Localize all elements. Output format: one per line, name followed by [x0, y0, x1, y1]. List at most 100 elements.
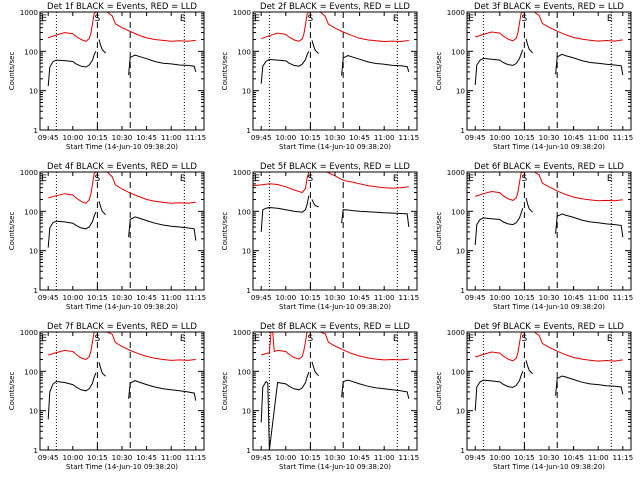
events-series-line — [311, 40, 319, 54]
y-axis-label: Counts/sec — [8, 372, 16, 411]
y-tick-label: 1000 — [20, 168, 39, 177]
x-tick-label: 10:15 — [300, 293, 321, 302]
y-tick-label: 1000 — [447, 328, 466, 337]
y-axis-label: Counts/sec — [8, 52, 16, 91]
x-tick-label: 11:15 — [185, 133, 206, 142]
event-marker: S — [95, 334, 101, 344]
x-tick-label: 10:30 — [325, 133, 346, 142]
y-tick-label: 10 — [242, 87, 252, 96]
x-tick-label: 09:45 — [251, 133, 272, 142]
y-tick-label: 1000 — [20, 328, 39, 337]
event-marker: S — [308, 14, 314, 24]
x-axis-label: Start Time (14-Jun-10 09:38:20) — [66, 143, 178, 151]
lld-series-line — [261, 12, 310, 42]
event-marker: E — [607, 334, 613, 344]
x-tick-label: 11:00 — [161, 133, 182, 142]
x-tick-label: 10:30 — [112, 133, 133, 142]
lld-series-line — [533, 332, 623, 362]
events-series-line — [525, 360, 533, 375]
x-tick-label: 10:15 — [87, 133, 108, 142]
y-tick-label: 1000 — [233, 8, 252, 17]
x-tick-label: 11:15 — [398, 453, 419, 462]
events-series-line — [311, 199, 319, 208]
events-series-line — [98, 39, 106, 54]
x-tick-label: 10:00 — [62, 293, 83, 302]
x-tick-label: 11:00 — [588, 293, 609, 302]
event-marker: E — [607, 174, 613, 184]
y-tick-label: 100 — [24, 207, 38, 216]
events-series-line — [311, 361, 319, 376]
events-series-line — [555, 375, 624, 396]
events-series-line — [341, 379, 410, 399]
events-series-line — [128, 54, 197, 76]
plot-area — [260, 12, 410, 130]
x-tick-label: 10:00 — [489, 453, 510, 462]
y-tick-label: 10 — [29, 407, 39, 416]
y-tick-label: 100 — [451, 207, 465, 216]
x-tick-label: 09:45 — [38, 293, 59, 302]
y-tick-label: 100 — [24, 47, 38, 56]
event-marker: E — [254, 334, 260, 344]
x-tick-label: 10:45 — [136, 133, 157, 142]
plot-area — [47, 12, 197, 130]
lld-series-line — [533, 12, 623, 42]
y-tick-label: 10 — [456, 407, 466, 416]
plot-area — [260, 332, 410, 450]
x-tick-label: 10:45 — [349, 453, 370, 462]
x-tick-label: 11:15 — [185, 293, 206, 302]
events-series-line — [47, 212, 97, 248]
y-axis-label: Counts/sec — [221, 212, 229, 251]
x-tick-label: 10:45 — [563, 293, 584, 302]
x-tick-label: 10:00 — [62, 453, 83, 462]
panel-title: Det 3f BLACK = Events, RED = LLD — [474, 2, 624, 12]
events-series-line — [474, 208, 524, 245]
events-series-line — [260, 372, 310, 450]
event-marker: S — [308, 174, 314, 184]
event-marker: E — [468, 334, 474, 344]
plot-area — [47, 172, 197, 290]
x-tick-label: 10:15 — [300, 133, 321, 142]
panel-title: Det 7f BLACK = Events, RED = LLD — [47, 322, 197, 332]
x-tick-label: 09:45 — [38, 133, 59, 142]
event-marker: E — [393, 334, 399, 344]
y-tick-label: 1 — [246, 286, 251, 295]
x-tick-label: 11:00 — [161, 293, 182, 302]
panel-title: Det 4f BLACK = Events, RED = LLD — [47, 162, 197, 172]
x-tick-label: 09:45 — [465, 293, 486, 302]
event-marker: E — [607, 14, 613, 24]
x-tick-label: 10:15 — [514, 133, 535, 142]
lld-series-line — [475, 332, 524, 362]
event-marker: E — [254, 14, 260, 24]
y-tick-label: 1 — [460, 286, 465, 295]
plot-area — [474, 12, 624, 130]
x-tick-label: 10:00 — [489, 293, 510, 302]
y-tick-label: 1 — [246, 126, 251, 135]
x-tick-label: 10:15 — [300, 453, 321, 462]
y-axis-label: Counts/sec — [8, 212, 16, 251]
lld-series-line — [253, 172, 310, 194]
y-tick-label: 10 — [242, 247, 252, 256]
y-tick-label: 1 — [460, 446, 465, 455]
x-tick-label: 10:45 — [563, 453, 584, 462]
event-marker: S — [95, 174, 101, 184]
x-tick-label: 10:45 — [349, 293, 370, 302]
panel-title: Det 2f BLACK = Events, RED = LLD — [260, 2, 410, 12]
x-tick-label: 09:45 — [465, 453, 486, 462]
event-marker: E — [41, 14, 47, 24]
plot-frame — [39, 171, 205, 291]
lld-series-line — [475, 12, 524, 42]
events-series-line — [260, 195, 310, 232]
x-tick-label: 10:45 — [563, 133, 584, 142]
x-tick-label: 09:45 — [251, 293, 272, 302]
plot-area — [253, 172, 410, 290]
plot-area — [474, 172, 624, 290]
x-tick-label: 11:00 — [374, 453, 395, 462]
y-tick-label: 100 — [451, 367, 465, 376]
x-tick-label: 10:30 — [325, 453, 346, 462]
